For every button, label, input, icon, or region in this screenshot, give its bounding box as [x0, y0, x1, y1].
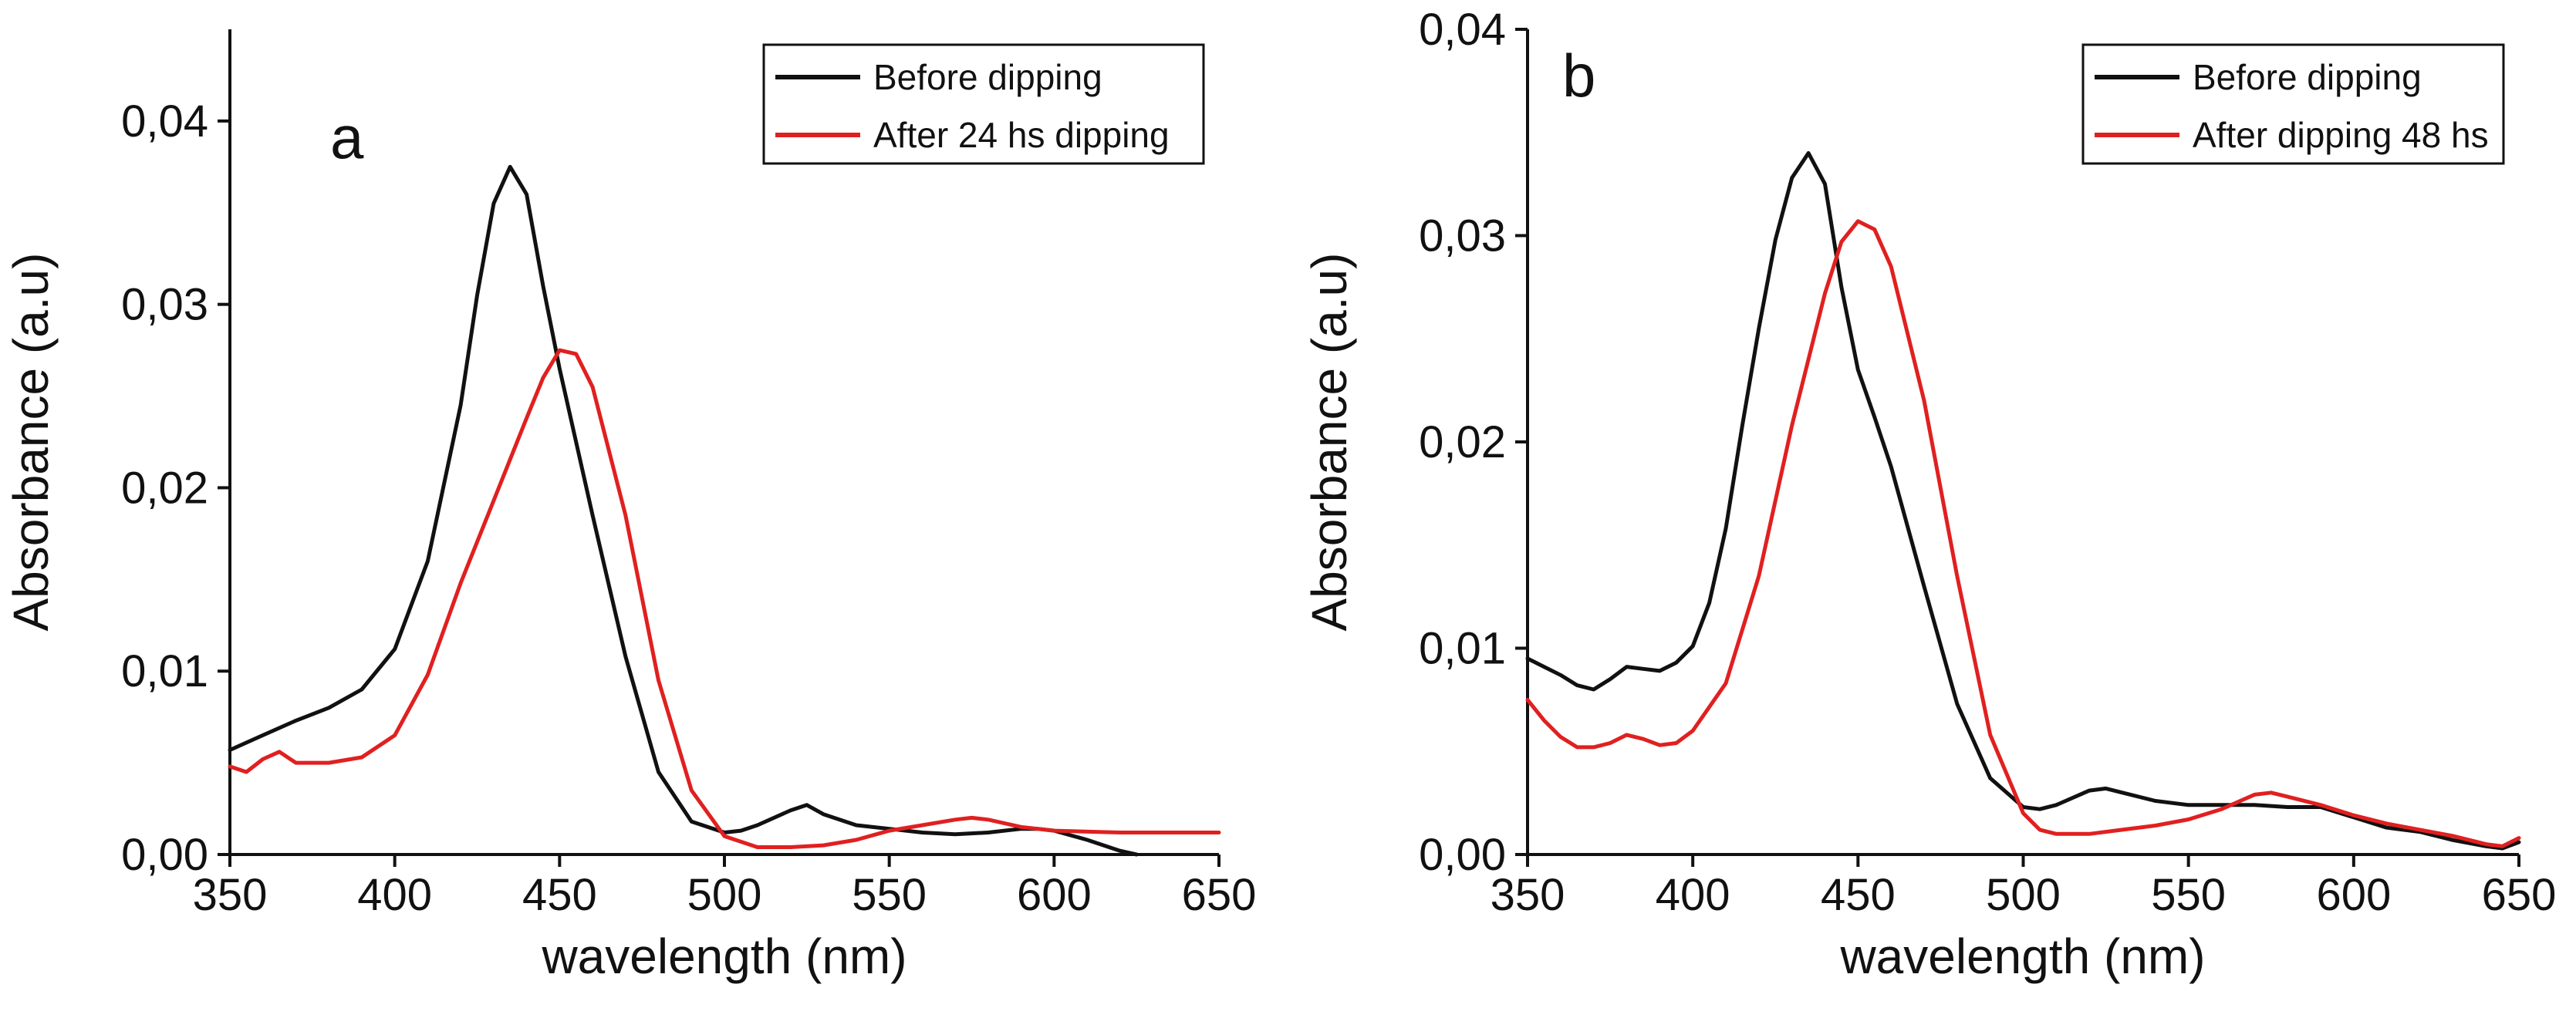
legend: Before dipping After dipping 48 hs [2081, 43, 2505, 165]
y-tick-label: 0,04 [1419, 5, 1506, 55]
y-tick-label: 0,02 [121, 463, 208, 513]
series-layer [228, 164, 1221, 857]
series-line-1 [1525, 219, 2521, 848]
x-tick-label: 600 [1017, 870, 1092, 920]
y-axis-label: Absorbance (a.u) [3, 253, 59, 632]
x-tick-label: 550 [2151, 870, 2226, 920]
x-tick-label: 650 [2482, 870, 2557, 920]
panel-label: b [1562, 42, 1595, 110]
y-tick-label: 0,03 [1419, 211, 1506, 261]
x-tick-label: 450 [522, 870, 597, 920]
x-tick-label: 400 [357, 870, 432, 920]
y-tick-label: 0,03 [121, 280, 208, 330]
x-tick-label: 350 [1491, 870, 1565, 920]
x-tick-label: 600 [2316, 870, 2391, 920]
series-layer [1525, 151, 2521, 851]
x-tick-label: 500 [1986, 870, 2061, 920]
y-tick-label: 0,00 [121, 830, 208, 880]
panel-label: a [330, 103, 364, 171]
legend-entry-0: Before dipping [2193, 57, 2422, 97]
series-line-1 [228, 348, 1221, 849]
legend-entry-0: Before dipping [873, 57, 1102, 97]
x-tick-label: 450 [1821, 870, 1896, 920]
x-tick-label: 350 [193, 870, 268, 920]
y-tick-label: 0,04 [121, 96, 208, 147]
series-line-0 [1525, 151, 2521, 851]
x-tick-label: 650 [1182, 870, 1257, 920]
x-axis-label: wavelength (nm) [1839, 929, 2205, 984]
y-tick-label: 0,01 [1419, 624, 1506, 674]
panel-a: 350 400 450 500 550 600 650 0,00 0,01 0,02 0,03 0,0… [3, 29, 1256, 984]
x-tick-label: 500 [687, 870, 762, 920]
y-tick-label: 0,00 [1419, 830, 1506, 880]
x-tick-label: 400 [1656, 870, 1730, 920]
legend-entry-1: After dipping 48 hs [2193, 115, 2489, 155]
y-tick-label: 0,01 [121, 646, 208, 696]
legend-entry-1: After 24 hs dipping [873, 115, 1170, 155]
series-line-0 [228, 164, 1139, 857]
legend-box [2081, 43, 2505, 165]
y-axis-label: Absorbance (a.u) [1302, 253, 1357, 632]
ticks: 350 400 450 500 550 600 650 0,00 0,01 0,02 0,03 0,0… [1419, 5, 2556, 920]
ticks: 350 400 450 500 550 600 650 0,00 0,01 0,02 0,03 0,0… [121, 96, 1256, 920]
y-tick-label: 0,02 [1419, 417, 1506, 467]
legend-box [762, 43, 1205, 165]
x-tick-label: 550 [852, 870, 927, 920]
legend: Before dipping After 24 hs dipping [762, 43, 1205, 165]
x-axis-label: wavelength (nm) [541, 929, 906, 984]
panel-b: 350 400 450 500 550 600 650 0,00 0,01 0,02 0,03 0,0… [1302, 5, 2556, 984]
